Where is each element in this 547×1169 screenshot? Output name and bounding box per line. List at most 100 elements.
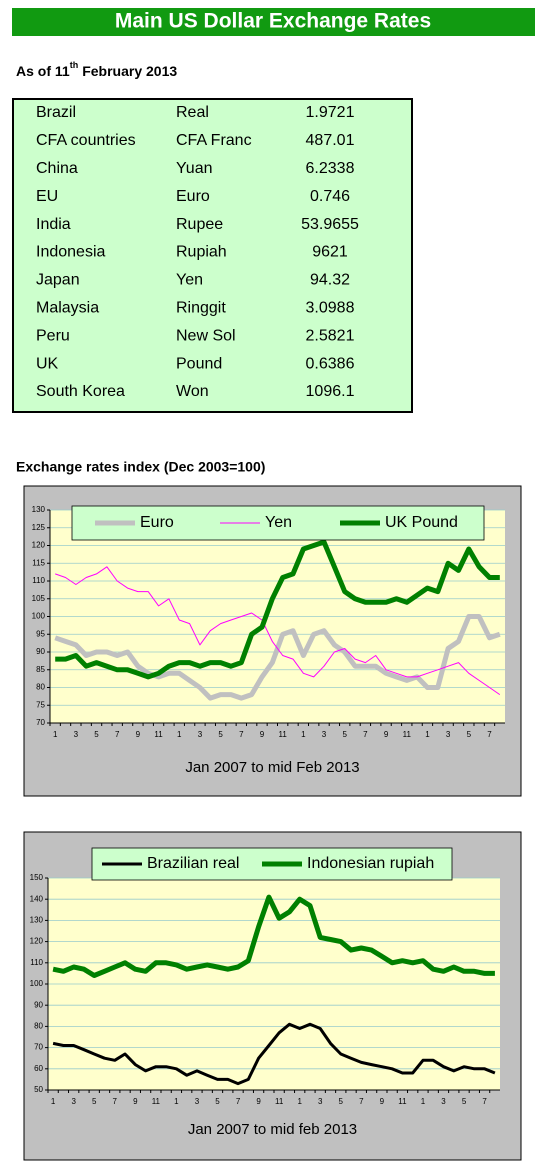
x-tick-label: 3: [446, 730, 451, 739]
table-cell: Brazil: [36, 104, 76, 121]
y-tick-label: 95: [36, 629, 45, 638]
y-tick-label: 60: [34, 1064, 43, 1073]
table-box: [12, 98, 413, 413]
legend-label: Yen: [265, 514, 292, 531]
y-tick-label: 120: [30, 937, 44, 946]
series-line: [55, 539, 500, 680]
table-cell: 0.746: [310, 188, 350, 205]
y-tick-label: 80: [36, 683, 45, 692]
title: Main US Dollar Exchange Rates: [115, 10, 431, 33]
legend-label: Indonesian rupiah: [307, 855, 434, 872]
x-tick-label: 7: [359, 1097, 364, 1106]
table-cell: Rupiah: [176, 244, 227, 261]
x-tick-label: 5: [215, 1097, 220, 1106]
x-tick-label: 1: [53, 730, 58, 739]
table-cell: Yuan: [176, 160, 212, 177]
x-tick-label: 3: [441, 1097, 446, 1106]
date: As of 11th February 2013: [16, 60, 177, 78]
series-line: [55, 566, 501, 696]
table-cell: UK: [36, 355, 59, 372]
y-tick-label: 120: [32, 541, 46, 550]
y-tick-label: 70: [34, 1043, 43, 1052]
y-tick-label: 125: [32, 523, 46, 532]
series-line: [52, 894, 495, 978]
x-tick-label: 1: [421, 1097, 426, 1106]
table-cell: Yen: [176, 272, 203, 289]
x-tick-label: 1: [297, 1097, 302, 1106]
table-cell: 53.9655: [301, 216, 359, 233]
x-tick-label: 5: [218, 730, 223, 739]
x-tick-label: 11: [403, 730, 412, 739]
x-tick-label: 5: [92, 1097, 97, 1106]
x-axis-title: Jan 2007 to mid Feb 2013: [185, 759, 359, 776]
x-tick-label: 1: [177, 730, 182, 739]
x-tick-label: 9: [136, 730, 141, 739]
table-cell: South Korea: [36, 383, 125, 400]
table-cell: 487.01: [306, 132, 355, 149]
x-tick-label: 5: [342, 730, 347, 739]
table-cell: Real: [176, 104, 209, 121]
table-cell: Indonesia: [36, 244, 105, 261]
table-cell: 2.5821: [306, 327, 355, 344]
y-tick-label: 140: [30, 894, 44, 903]
y-tick-label: 85: [36, 665, 45, 674]
table-cell: 6.2338: [306, 160, 355, 177]
x-tick-label: 11: [398, 1097, 407, 1106]
x-tick-label: 7: [239, 730, 244, 739]
x-tick-label: 3: [318, 1097, 323, 1106]
table-cell: EU: [36, 188, 58, 205]
x-tick-label: 9: [380, 1097, 385, 1106]
x-tick-label: 1: [301, 730, 306, 739]
table-cell: New Sol: [176, 327, 236, 344]
x-tick-label: 5: [462, 1097, 467, 1106]
table-cell: 9621: [312, 244, 348, 261]
series-line: [52, 1022, 496, 1086]
y-tick-label: 130: [32, 505, 46, 514]
table-cell: CFA countries: [36, 132, 136, 149]
x-tick-label: 9: [260, 730, 265, 739]
x-tick-label: 3: [71, 1097, 76, 1106]
table-cell: CFA Franc: [176, 132, 252, 149]
legend-label: Brazilian real: [147, 855, 239, 872]
x-tick-label: 11: [152, 1097, 161, 1106]
date-suffix: February 2013: [82, 63, 177, 79]
x-tick-label: 7: [115, 730, 120, 739]
x-tick-label: 3: [74, 730, 79, 739]
x-tick-label: 3: [195, 1097, 200, 1106]
y-tick-label: 90: [36, 647, 45, 656]
table-cell: Malaysia: [36, 300, 99, 317]
x-tick-label: 5: [467, 730, 472, 739]
y-tick-label: 75: [36, 700, 45, 709]
x-axis-title: Jan 2007 to mid feb 2013: [188, 1121, 357, 1138]
x-tick-label: 9: [256, 1097, 261, 1106]
y-tick-label: 100: [30, 979, 44, 988]
x-tick-label: 3: [322, 730, 327, 739]
x-tick-label: 3: [198, 730, 203, 739]
x-tick-label: 7: [236, 1097, 241, 1106]
table-cell: Ringgit: [176, 300, 226, 317]
x-tick-label: 1: [425, 730, 430, 739]
table-cell: Euro: [176, 188, 210, 205]
legend-box: [71, 505, 485, 541]
y-tick-label: 80: [34, 1022, 43, 1031]
table-cell: Peru: [36, 327, 70, 344]
date-prefix: As of 11: [16, 63, 70, 79]
y-tick-label: 50: [34, 1085, 43, 1094]
table-cell: Rupee: [176, 216, 223, 233]
x-tick-label: 11: [279, 730, 288, 739]
x-tick-label: 7: [113, 1097, 118, 1106]
table-cell: 0.6386: [306, 355, 355, 372]
y-tick-label: 90: [34, 1000, 43, 1009]
y-tick-label: 70: [36, 718, 45, 727]
x-tick-label: 5: [94, 730, 99, 739]
x-tick-label: 9: [384, 730, 389, 739]
title-bar: [12, 8, 535, 36]
y-tick-label: 100: [32, 612, 46, 621]
legend-label: UK Pound: [385, 514, 458, 531]
table-cell: India: [36, 216, 71, 233]
x-tick-label: 11: [154, 730, 163, 739]
x-tick-label: 5: [339, 1097, 344, 1106]
table-cell: Japan: [36, 272, 80, 289]
